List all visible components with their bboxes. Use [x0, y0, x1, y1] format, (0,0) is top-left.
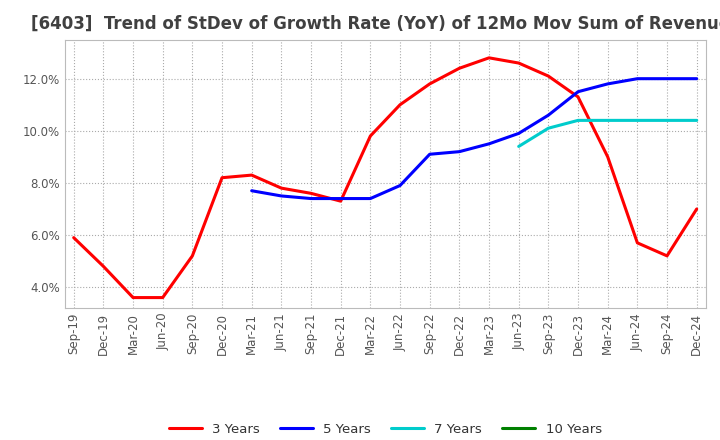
3 Years	[485, 55, 493, 60]
3 Years	[693, 206, 701, 212]
7 Years	[662, 118, 671, 123]
3 Years	[336, 198, 345, 204]
5 Years	[662, 76, 671, 81]
3 Years	[129, 295, 138, 300]
3 Years	[99, 264, 108, 269]
5 Years	[455, 149, 464, 154]
3 Years	[455, 66, 464, 71]
3 Years	[514, 60, 523, 66]
Line: 5 Years: 5 Years	[252, 79, 697, 198]
Line: 3 Years: 3 Years	[73, 58, 697, 297]
5 Years	[693, 76, 701, 81]
3 Years	[248, 172, 256, 178]
3 Years	[544, 73, 553, 79]
3 Years	[574, 94, 582, 99]
5 Years	[277, 193, 286, 198]
3 Years	[158, 295, 167, 300]
5 Years	[248, 188, 256, 193]
3 Years	[277, 186, 286, 191]
7 Years	[603, 118, 612, 123]
3 Years	[307, 191, 315, 196]
3 Years	[662, 253, 671, 259]
5 Years	[396, 183, 405, 188]
Title: [6403]  Trend of StDev of Growth Rate (YoY) of 12Mo Mov Sum of Revenues: [6403] Trend of StDev of Growth Rate (Yo…	[31, 15, 720, 33]
3 Years	[633, 240, 642, 246]
7 Years	[633, 118, 642, 123]
Line: 7 Years: 7 Years	[518, 121, 697, 147]
Legend: 3 Years, 5 Years, 7 Years, 10 Years: 3 Years, 5 Years, 7 Years, 10 Years	[163, 418, 607, 440]
3 Years	[366, 133, 374, 139]
5 Years	[514, 131, 523, 136]
5 Years	[574, 89, 582, 94]
3 Years	[188, 253, 197, 259]
3 Years	[603, 154, 612, 160]
7 Years	[514, 144, 523, 149]
5 Years	[485, 141, 493, 147]
7 Years	[544, 125, 553, 131]
3 Years	[69, 235, 78, 240]
5 Years	[544, 113, 553, 118]
3 Years	[396, 102, 405, 107]
7 Years	[574, 118, 582, 123]
5 Years	[336, 196, 345, 201]
5 Years	[633, 76, 642, 81]
5 Years	[366, 196, 374, 201]
5 Years	[307, 196, 315, 201]
3 Years	[217, 175, 226, 180]
5 Years	[426, 152, 434, 157]
5 Years	[603, 81, 612, 87]
7 Years	[693, 118, 701, 123]
3 Years	[426, 81, 434, 87]
